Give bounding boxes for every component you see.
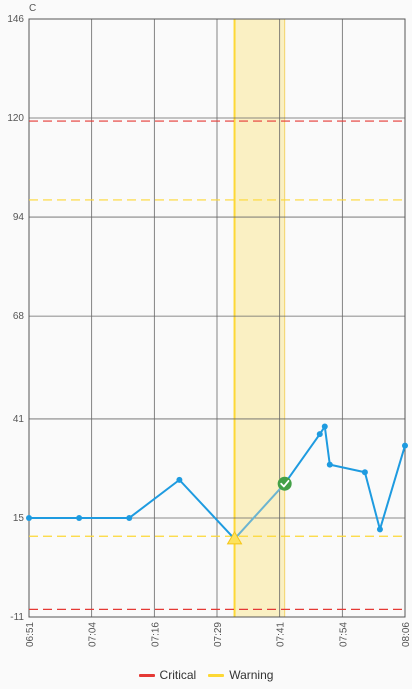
series-layer <box>26 423 408 545</box>
data-point <box>361 469 368 476</box>
x-tick-label: 07:16 <box>150 622 161 647</box>
grid-layer <box>28 18 406 618</box>
legend-label: Critical <box>159 668 197 682</box>
data-point <box>26 514 32 521</box>
legend-swatch <box>208 673 225 677</box>
series-segment <box>283 433 321 485</box>
y-tick-label: -11 <box>10 612 24 623</box>
y-tick-label: 68 <box>13 311 25 322</box>
x-tick-label: 07:04 <box>88 622 99 647</box>
data-point <box>126 514 133 521</box>
y-tick-label: 41 <box>13 414 25 425</box>
data-point <box>321 423 328 430</box>
series-segment <box>128 478 181 519</box>
legend-item-warning: Warning <box>208 668 273 682</box>
series-segment <box>328 463 366 474</box>
threshold-layer <box>29 120 405 610</box>
series-segment <box>378 444 406 531</box>
legend-item-critical: Critical <box>138 668 197 682</box>
series-segment <box>363 471 381 531</box>
check-mark-icon <box>280 479 290 488</box>
series-segment <box>233 482 286 540</box>
data-point <box>326 461 333 468</box>
warning-triangle-icon <box>226 530 243 545</box>
y-tick-label: 120 <box>7 113 24 124</box>
highlight-band-layer <box>233 19 286 617</box>
x-tick-label: 07:54 <box>338 622 349 647</box>
legend-label: Warning <box>229 668 274 682</box>
series-segment <box>178 478 236 540</box>
check-circle-icon <box>277 476 292 491</box>
x-tick-label: 07:41 <box>276 622 287 647</box>
data-point <box>76 514 83 521</box>
legend-swatch <box>138 673 155 677</box>
x-tick-label: 06:51 <box>25 622 36 647</box>
x-tick-label: 07:29 <box>213 622 224 647</box>
x-tick-label: 08:06 <box>401 622 412 647</box>
data-point <box>402 442 408 449</box>
series-segment <box>323 425 331 466</box>
data-point <box>316 431 323 438</box>
y-tick-label: 146 <box>7 14 24 25</box>
data-point <box>376 526 383 533</box>
y-tick-label: 94 <box>13 212 25 223</box>
y-unit-label: C <box>29 3 36 14</box>
y-tick-label: 15 <box>13 513 25 524</box>
legend: Critical Warning <box>0 668 412 682</box>
highlight-band <box>234 19 285 617</box>
data-point <box>176 476 183 483</box>
plot-border <box>28 18 406 618</box>
